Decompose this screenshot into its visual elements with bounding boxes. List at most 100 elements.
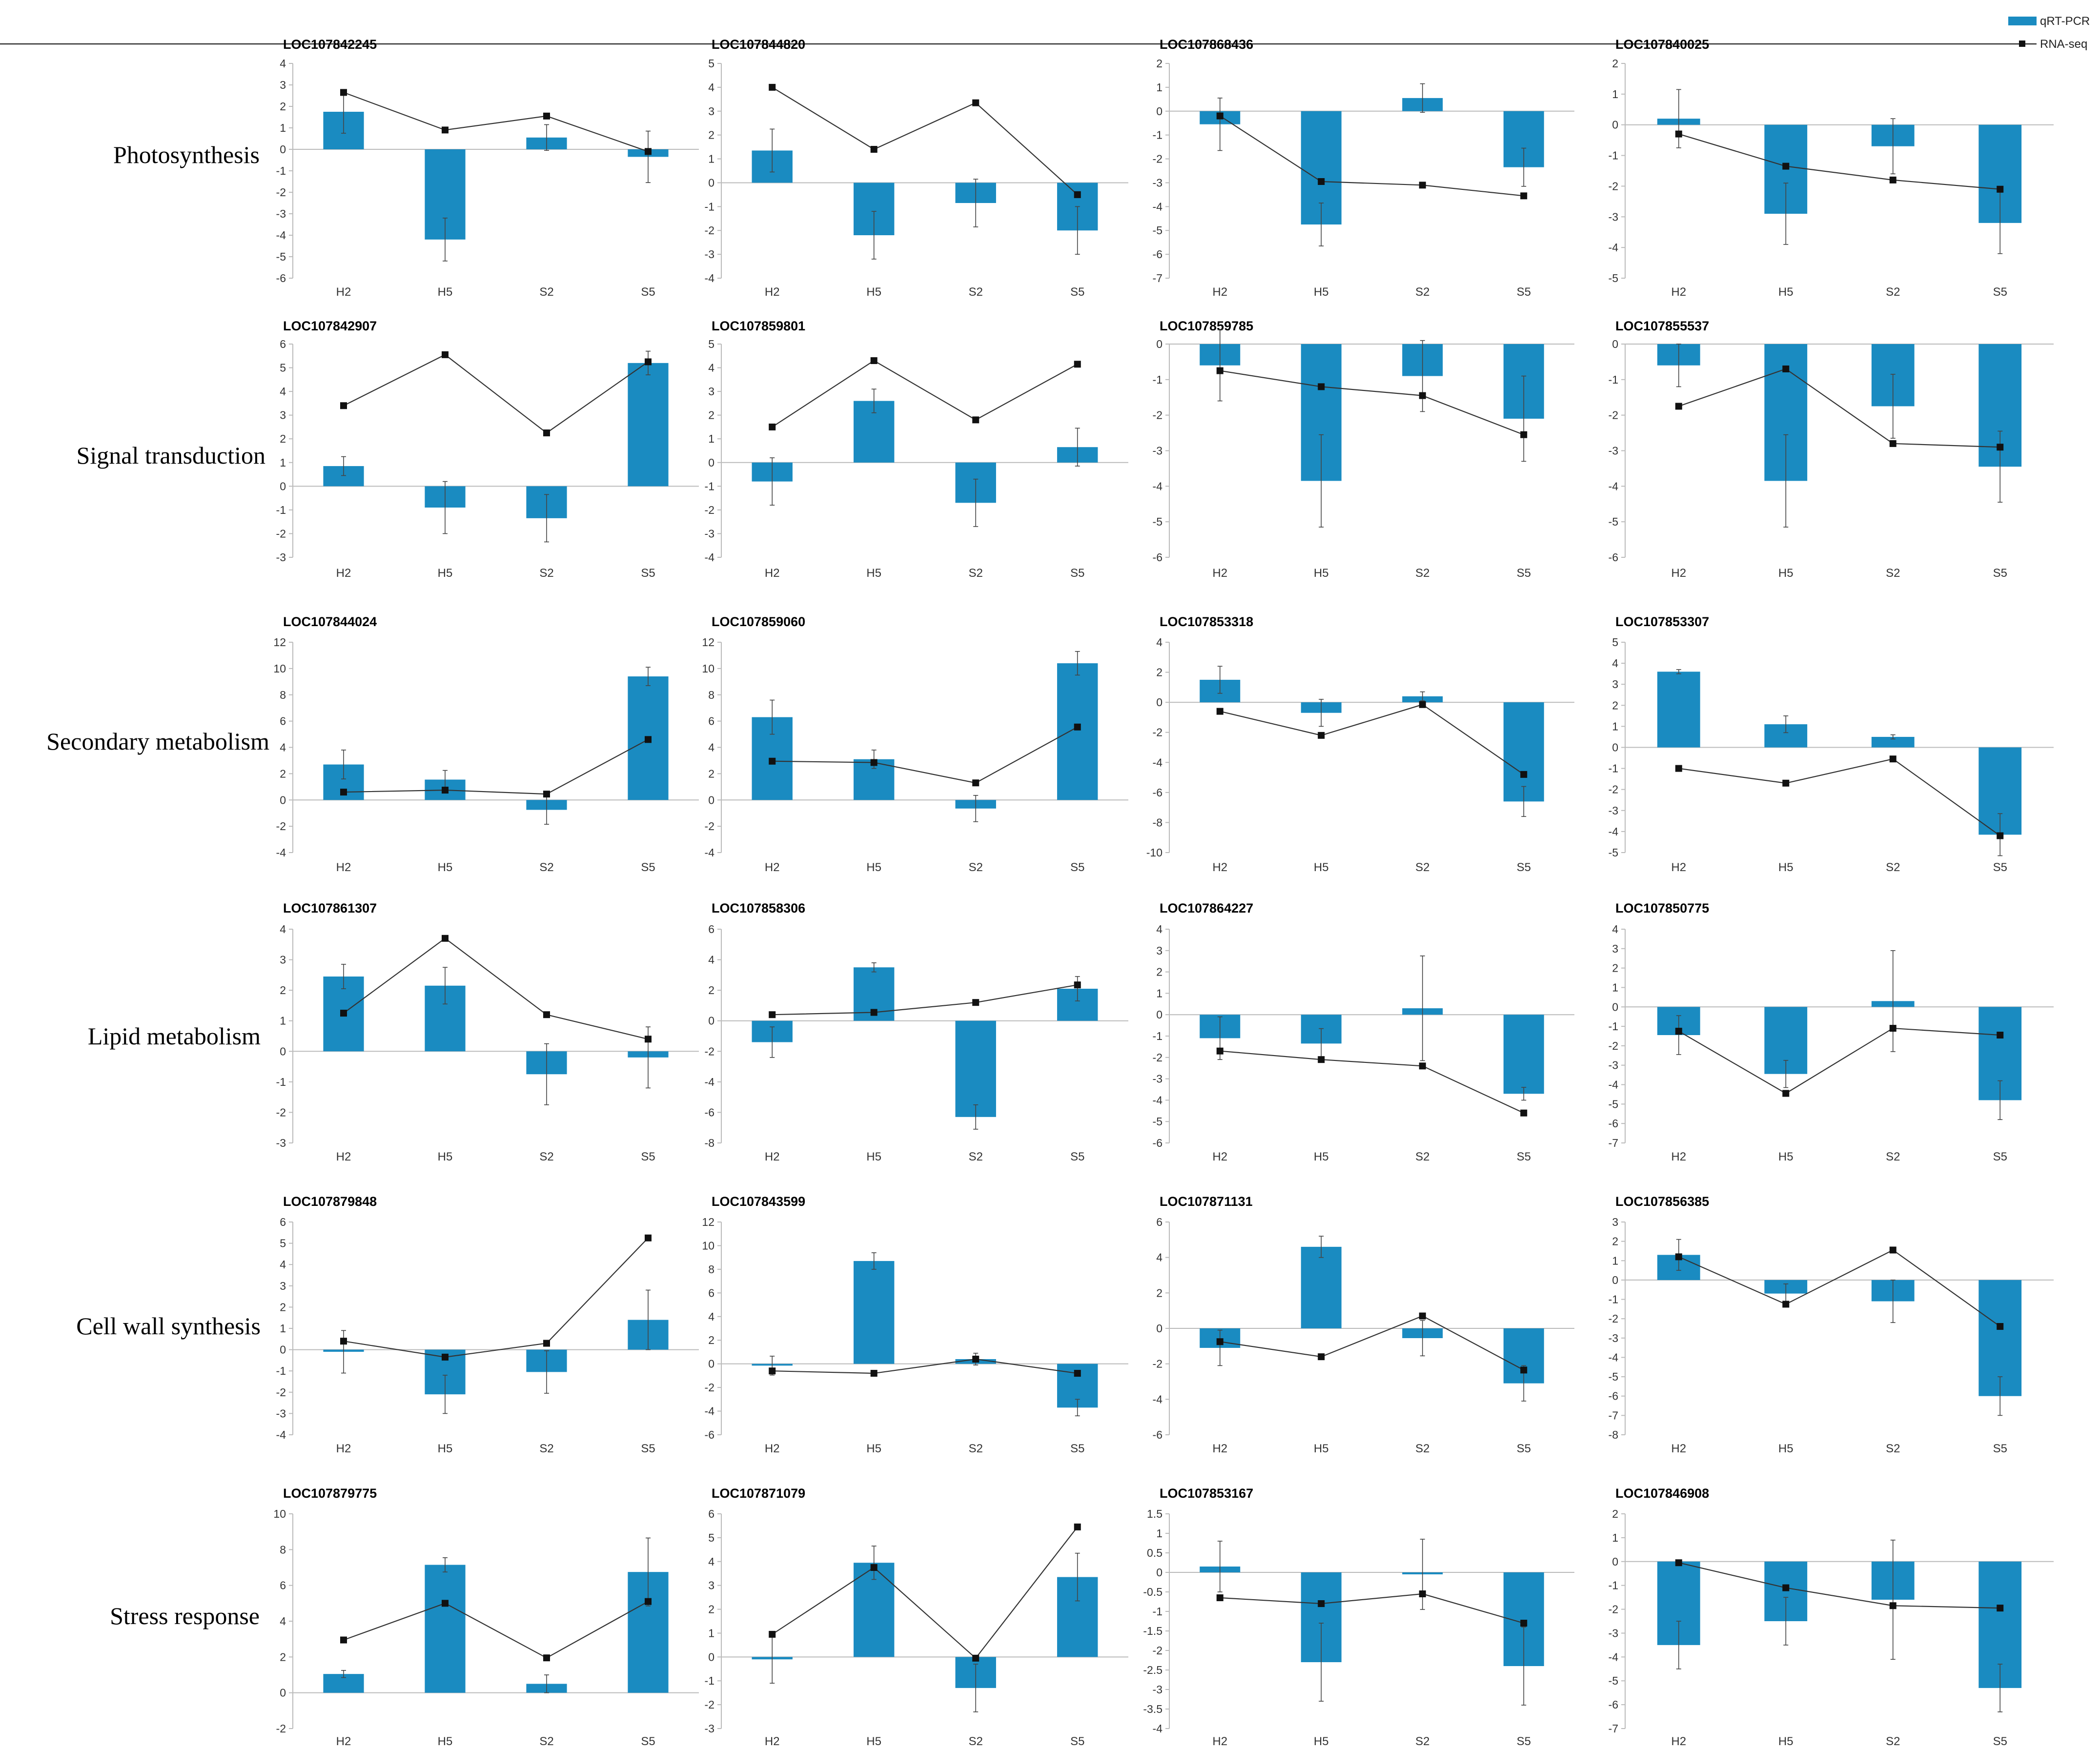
x-tick-label: S2	[969, 1150, 983, 1163]
rna-seq-point	[543, 1340, 550, 1347]
y-tick-label: -5	[1609, 1674, 1618, 1687]
rna-seq-point	[1782, 163, 1790, 170]
chart-LOC107859801: LOC107859801 -4 -3 -2 -1 0 1 2 3 4 5 H2 H5 S2 S5	[705, 319, 1128, 580]
y-tick-label: 6	[708, 715, 714, 728]
rna-seq-line	[772, 1527, 1078, 1659]
legend-bar-swatch	[2008, 17, 2037, 25]
rna-seq-point	[645, 736, 652, 743]
chart-title: LOC107842245	[283, 37, 377, 52]
x-tick-label: S5	[1517, 1150, 1531, 1163]
rna-seq-point	[972, 1355, 979, 1363]
y-tick-label: -5	[1153, 515, 1162, 528]
x-tick-label: H2	[1671, 1150, 1686, 1163]
chart-title: LOC107844024	[283, 614, 377, 629]
y-tick-label: 0	[1156, 1322, 1162, 1335]
legend-line-marker	[2019, 41, 2025, 47]
x-tick-label: S5	[641, 1150, 655, 1163]
y-tick-label: 1.5	[1147, 1507, 1162, 1520]
x-tick-label: H5	[438, 1150, 453, 1163]
y-tick-label: -6	[1153, 786, 1162, 799]
x-tick-label: H5	[866, 1735, 881, 1748]
x-tick-label: H5	[1314, 1735, 1329, 1748]
chart-LOC107853167: LOC107853167 -4 -3.5 -3 -2.5 -2 -1.5 -1 -0.5 0 0.5…	[1143, 1486, 1574, 1748]
rna-seq-point	[1074, 981, 1081, 989]
x-tick-label: S2	[1886, 861, 1900, 874]
y-tick-label: 4	[708, 1310, 714, 1323]
x-tick-label: S2	[1415, 861, 1429, 874]
rna-seq-line	[772, 726, 1078, 784]
y-tick-label: 0	[280, 1687, 286, 1699]
chart-title: LOC107840025	[1615, 37, 1709, 52]
chart-title: LOC107859801	[712, 319, 805, 333]
rna-seq-point	[769, 757, 776, 765]
rna-seq-point	[340, 402, 347, 409]
y-tick-label: 4	[280, 57, 286, 70]
y-tick-label: 0	[280, 1045, 286, 1058]
chart-title: LOC107850775	[1615, 901, 1709, 916]
rna-seq-line	[1220, 370, 1524, 435]
x-tick-label: S5	[641, 567, 655, 580]
y-tick-label: 0	[1156, 338, 1162, 350]
y-tick-label: -4	[276, 229, 286, 242]
rna-seq-line	[772, 86, 1078, 195]
chart-title: LOC107868436	[1160, 37, 1253, 52]
y-tick-label: -1	[1153, 1605, 1162, 1618]
y-tick-label: -2	[1153, 153, 1162, 165]
y-tick-label: 12	[702, 636, 714, 649]
x-tick-label: H2	[336, 567, 351, 580]
chart-title: LOC107859785	[1160, 319, 1253, 333]
rna-seq-point	[769, 1367, 776, 1375]
y-tick-label: 1	[1156, 81, 1162, 94]
rna-seq-point	[769, 1630, 776, 1638]
x-tick-label: S5	[1070, 1150, 1084, 1163]
rna-seq-point	[1318, 178, 1325, 185]
rna-seq-point	[1997, 832, 2004, 839]
y-tick-label: 2	[1612, 57, 1618, 70]
chart-LOC107861307: LOC107861307 -3 -2 -1 0 1 2 3 4 H2 H5 S2 S5	[276, 901, 699, 1163]
x-tick-label: H2	[1671, 567, 1686, 580]
x-tick-label: S5	[1993, 285, 2007, 299]
x-tick-label: H2	[765, 1150, 780, 1163]
rna-seq-point	[1997, 185, 2004, 193]
x-tick-label: S5	[1517, 861, 1531, 874]
rna-seq-line	[772, 1358, 1078, 1374]
x-tick-label: S2	[969, 285, 983, 299]
x-tick-label: S2	[539, 1150, 553, 1163]
y-tick-label: -4	[1609, 241, 1619, 254]
legend: qRT-PCR RNA-seq	[0, 15, 2090, 51]
y-tick-label: 5	[708, 338, 714, 350]
y-tick-label: -3	[1153, 176, 1162, 189]
y-tick-label: 1	[1612, 981, 1618, 994]
y-tick-label: -1	[705, 1674, 714, 1687]
y-tick-label: -1	[705, 480, 714, 492]
x-tick-label: H2	[1212, 285, 1227, 299]
y-tick-label: -6	[1609, 1117, 1618, 1130]
y-tick-label: 0	[280, 1344, 286, 1356]
y-tick-label: -2	[705, 1381, 714, 1394]
rna-seq-line	[343, 354, 649, 434]
bar-S2	[1871, 736, 1915, 748]
x-tick-label: S2	[539, 285, 553, 299]
rna-seq-point	[870, 357, 877, 364]
chart-LOC107840025: LOC107840025 -5 -4 -3 -2 -1 0 1 2 H2 H5 S2 S5	[1609, 37, 2054, 299]
x-tick-label: S5	[1070, 1735, 1084, 1748]
y-tick-label: 2	[1156, 666, 1162, 679]
y-tick-label: -3	[276, 551, 286, 564]
bar-S5	[1057, 663, 1098, 800]
rna-seq-point	[442, 1600, 449, 1607]
chart-LOC107853307: LOC107853307 -5 -4 -3 -2 -1 0 1 2 3 4 5 H2 H5 S2 S5	[1609, 614, 2054, 874]
y-tick-label: 0	[1156, 696, 1162, 709]
y-tick-label: 0	[708, 1015, 714, 1027]
y-tick-label: -8	[1609, 1428, 1618, 1441]
chart-LOC107855537: LOC107855537 -6 -5 -4 -3 -2 -1 0 H2 H5 S2 S5	[1609, 319, 2054, 580]
x-tick-label: S5	[1070, 567, 1084, 580]
x-tick-label: S2	[1886, 1150, 1900, 1163]
y-tick-label: -1	[276, 504, 286, 516]
rna-seq-point	[543, 112, 550, 120]
x-tick-label: H2	[765, 1442, 780, 1455]
chart-LOC107879775: LOC107879775 -2 0 2 4 6 8 10 H2 H5 S2 S5	[273, 1486, 699, 1748]
y-tick-label: 2	[280, 767, 286, 780]
x-tick-label: S5	[1993, 1442, 2007, 1455]
y-tick-label: -3	[1609, 1627, 1618, 1639]
y-tick-label: 2	[280, 100, 286, 113]
